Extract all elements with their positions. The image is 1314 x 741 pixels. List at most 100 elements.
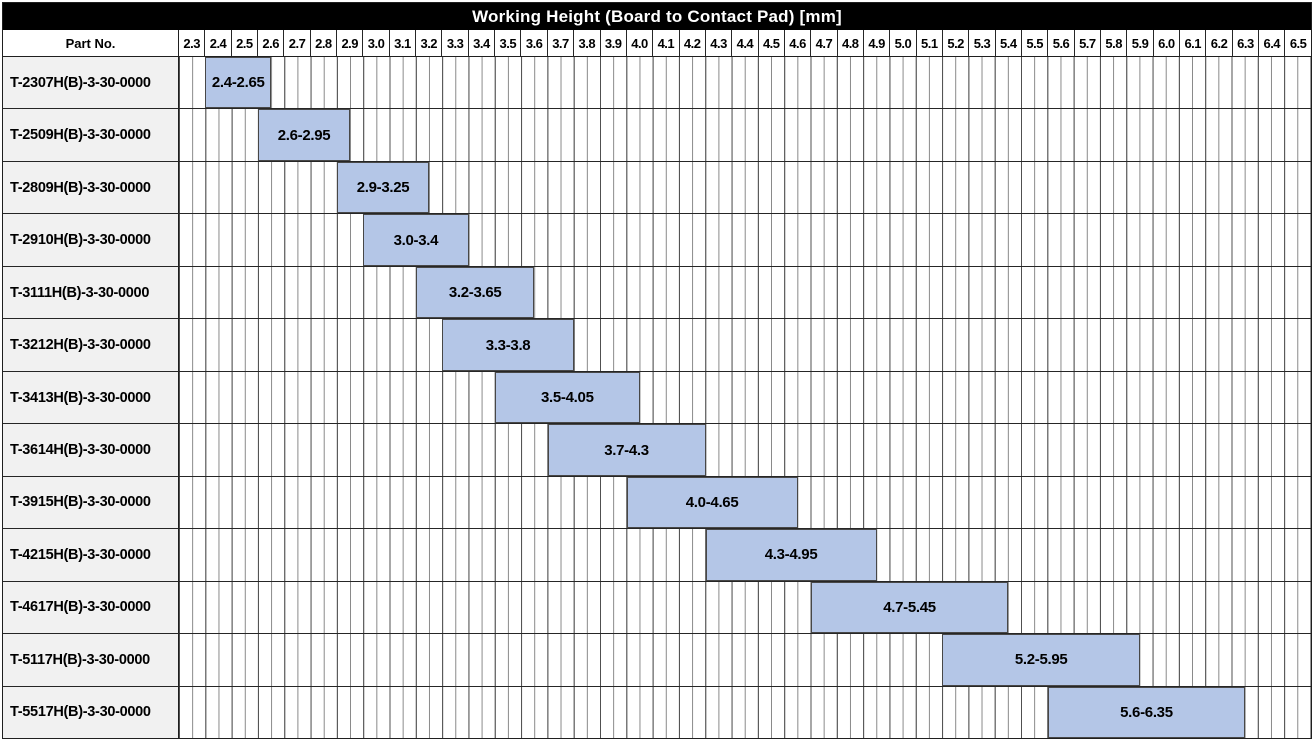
axis-tick: 3.6 — [520, 30, 546, 56]
row-grid: 3.0-3.4 — [179, 214, 1311, 266]
axis-tick: 4.6 — [783, 30, 810, 56]
axis-header-row: Part No. 2.3 2.4 2.5 2.6 2.7 2.8 2.9 3.0 3.1 3.2 3… — [3, 30, 1311, 57]
table-row: T-3413H(B)-3-30-0000 3.5-4.05 — [3, 370, 1311, 424]
range-bar: 2.6-2.95 — [257, 109, 351, 161]
part-number-cell: T-3614H(B)-3-30-0000 — [3, 424, 179, 476]
part-number-cell: T-5117H(B)-3-30-0000 — [3, 634, 179, 686]
row-grid: 3.7-4.3 — [179, 424, 1311, 476]
part-number-cell: T-2509H(B)-3-30-0000 — [3, 109, 179, 161]
range-bar-label: 3.7-4.3 — [604, 441, 649, 459]
range-bar: 3.7-4.3 — [547, 424, 706, 476]
range-bar-label: 3.5-4.05 — [540, 389, 594, 407]
range-bar-label: 3.3-3.8 — [485, 336, 531, 354]
table-row: T-5117H(B)-3-30-0000 5.2-5.95 — [3, 633, 1311, 686]
part-number-cell: T-2307H(B)-3-30-0000 — [3, 57, 179, 109]
axis-tick: 3.5 — [494, 30, 520, 56]
axis-tick: 3.7 — [546, 30, 573, 56]
range-bar-label: 4.0-4.65 — [685, 493, 739, 511]
axis-tick: 4.8 — [836, 30, 863, 56]
axis-tick: 2.8 — [309, 30, 336, 56]
table-row: T-3614H(B)-3-30-0000 3.7-4.3 — [3, 423, 1311, 476]
part-number-cell: T-5517H(B)-3-30-0000 — [3, 686, 179, 739]
range-bar: 4.0-4.65 — [626, 476, 798, 529]
range-bar: 3.3-3.8 — [442, 319, 574, 371]
range-bar-label: 3.0-3.4 — [393, 231, 439, 249]
axis-tick: 3.8 — [573, 30, 599, 56]
table-row: T-4215H(B)-3-30-0000 4.3-4.95 — [3, 528, 1311, 581]
range-bar: 4.3-4.95 — [705, 529, 877, 581]
axis-tick-row: 2.3 2.4 2.5 2.6 2.7 2.8 2.9 3.0 3.1 3.2 3.3 3.4 3.5 3… — [179, 30, 1311, 56]
axis-tick: 5.9 — [1126, 30, 1152, 56]
part-no-column-header: Part No. — [3, 30, 179, 56]
axis-tick: 2.7 — [283, 30, 309, 56]
axis-tick: 2.5 — [230, 30, 257, 56]
axis-tick: 4.4 — [731, 30, 757, 56]
table-row: T-2910H(B)-3-30-0000 3.0-3.4 — [3, 213, 1311, 266]
axis-tick: 6.3 — [1231, 30, 1258, 56]
row-grid: 4.7-5.45 — [179, 581, 1311, 634]
range-bar: 3.5-4.05 — [494, 371, 640, 424]
axis-tick: 5.2 — [941, 30, 968, 56]
axis-tick: 6.0 — [1152, 30, 1179, 56]
range-bar-label: 2.9-3.25 — [356, 179, 410, 197]
axis-tick: 6.4 — [1258, 30, 1284, 56]
row-grid: 4.3-4.95 — [179, 529, 1311, 581]
range-bar-label: 3.2-3.65 — [448, 284, 502, 302]
row-grid: 2.4-2.65 — [179, 57, 1311, 109]
part-number-cell: T-3915H(B)-3-30-0000 — [3, 476, 179, 529]
axis-tick: 4.9 — [862, 30, 889, 56]
range-bar-label: 2.4-2.65 — [211, 74, 265, 92]
part-number-cell: T-3111H(B)-3-30-0000 — [3, 266, 179, 319]
range-bar-label: 2.6-2.95 — [277, 126, 331, 144]
part-number-cell: T-4215H(B)-3-30-0000 — [3, 529, 179, 581]
axis-tick: 3.1 — [388, 30, 415, 56]
part-number-cell: T-2809H(B)-3-30-0000 — [3, 161, 179, 214]
axis-tick: 6.1 — [1179, 30, 1205, 56]
axis-tick: 5.0 — [889, 30, 915, 56]
range-bar: 5.2-5.95 — [942, 634, 1140, 686]
table-row: T-3915H(B)-3-30-0000 4.0-4.65 — [3, 475, 1311, 529]
row-grid: 3.2-3.65 — [179, 266, 1311, 319]
table-row: T-4617H(B)-3-30-0000 4.7-5.45 — [3, 580, 1311, 634]
axis-tick: 3.4 — [467, 30, 494, 56]
axis-tick: 6.2 — [1205, 30, 1231, 56]
axis-tick: 4.5 — [757, 30, 784, 56]
axis-tick: 3.2 — [415, 30, 441, 56]
axis-tick: 2.6 — [257, 30, 283, 56]
axis-tick: 3.3 — [441, 30, 467, 56]
table-row: T-3212H(B)-3-30-0000 3.3-3.8 — [3, 318, 1311, 371]
axis-tick: 4.3 — [704, 30, 731, 56]
range-bar: 3.0-3.4 — [363, 214, 469, 266]
range-bar: 5.6-6.35 — [1047, 686, 1246, 739]
axis-tick: 2.4 — [204, 30, 230, 56]
axis-tick: 5.1 — [915, 30, 942, 56]
part-number-cell: T-2910H(B)-3-30-0000 — [3, 214, 179, 266]
row-grid: 5.2-5.95 — [179, 634, 1311, 686]
axis-tick: 4.0 — [625, 30, 652, 56]
axis-tick: 4.7 — [810, 30, 836, 56]
row-grid: 2.6-2.95 — [179, 109, 1311, 161]
table-row: T-5517H(B)-3-30-0000 5.6-6.35 — [3, 685, 1311, 739]
axis-tick: 4.1 — [652, 30, 678, 56]
range-bar: 3.2-3.65 — [415, 266, 535, 319]
range-bar-label: 4.7-5.45 — [883, 598, 936, 616]
row-grid: 3.3-3.8 — [179, 319, 1311, 371]
part-number-cell: T-3212H(B)-3-30-0000 — [3, 319, 179, 371]
range-bar-label: 5.2-5.95 — [1014, 651, 1068, 669]
range-bar: 2.9-3.25 — [336, 161, 430, 214]
row-grid: 5.6-6.35 — [179, 686, 1311, 739]
row-grid: 3.5-4.05 — [179, 371, 1311, 424]
part-number-cell: T-4617H(B)-3-30-0000 — [3, 581, 179, 634]
range-bar-label: 5.6-6.35 — [1120, 703, 1173, 721]
axis-tick: 3.9 — [599, 30, 626, 56]
axis-tick: 2.9 — [336, 30, 362, 56]
range-bar: 4.7-5.45 — [810, 581, 1009, 634]
table-row: T-2809H(B)-3-30-0000 2.9-3.25 — [3, 160, 1311, 214]
table-row: T-2307H(B)-3-30-0000 2.4-2.65 — [3, 57, 1311, 109]
row-grid: 2.9-3.25 — [179, 161, 1311, 214]
table-row: T-2509H(B)-3-30-0000 2.6-2.95 — [3, 108, 1311, 161]
range-bar: 2.4-2.65 — [205, 57, 272, 109]
axis-tick: 5.7 — [1073, 30, 1100, 56]
axis-tick: 2.3 — [183, 35, 200, 51]
